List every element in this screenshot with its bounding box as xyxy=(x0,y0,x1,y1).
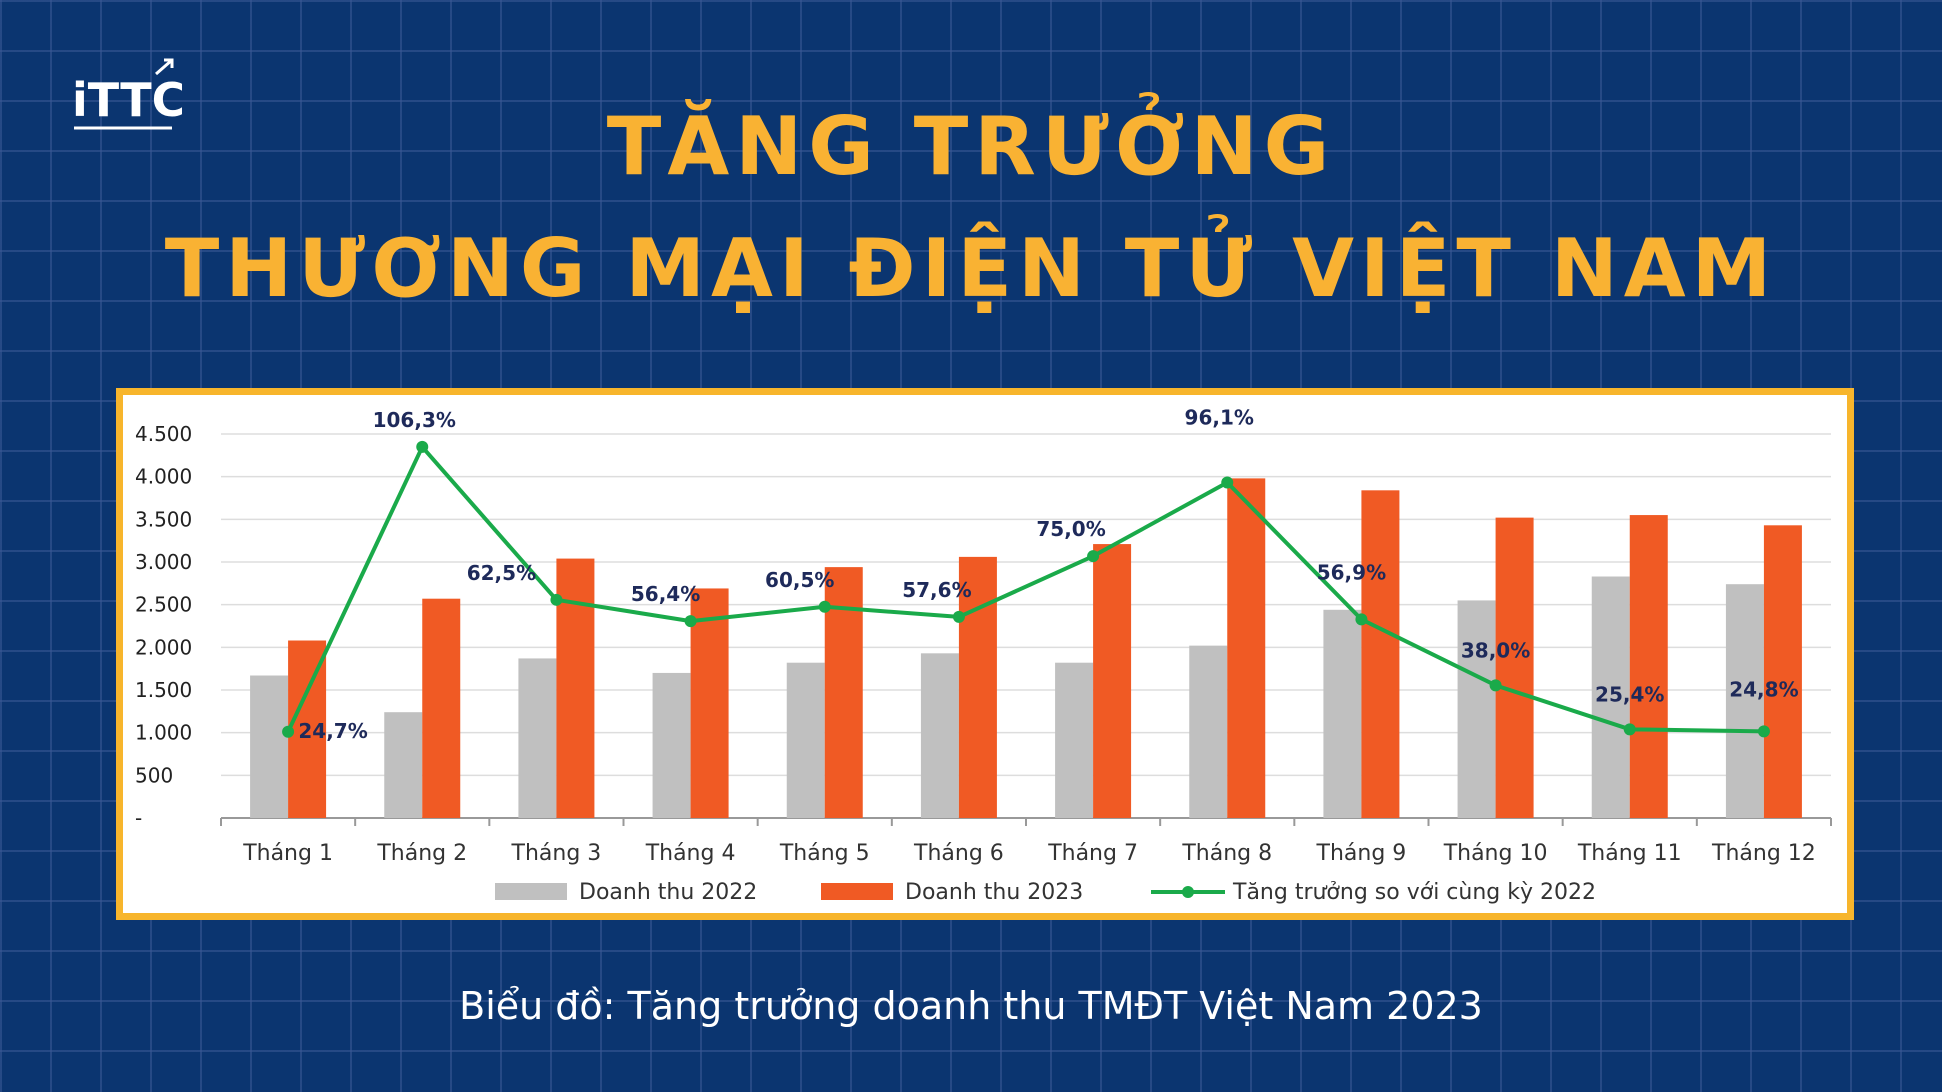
legend-marker-growth xyxy=(1182,886,1194,898)
growth-line xyxy=(286,444,1764,734)
y-tick-label: 500 xyxy=(135,763,173,787)
legend-label-2023: Doanh thu 2023 xyxy=(905,880,1083,905)
y-tick-label: - xyxy=(135,806,142,830)
growth-data-label: 75,0% xyxy=(1036,517,1105,541)
growth-point xyxy=(1623,723,1636,736)
growth-point xyxy=(684,615,697,628)
growth-data-label: 24,8% xyxy=(1729,677,1798,701)
bar-2022 xyxy=(1055,662,1094,818)
x-tick-label: Tháng 12 xyxy=(1711,841,1816,866)
x-tick-label: Tháng 3 xyxy=(511,841,602,866)
chart-caption: Biểu đồ: Tăng trưởng doanh thu TMĐT Việt… xyxy=(459,984,1483,1028)
bar-2023 xyxy=(1763,525,1802,818)
x-tick-label: Tháng 7 xyxy=(1047,841,1138,866)
bar-2023 xyxy=(1361,490,1400,818)
y-tick-label: 3.000 xyxy=(135,550,192,574)
y-tick-label: 2.500 xyxy=(135,593,192,617)
legend-label-2022: Doanh thu 2022 xyxy=(579,880,757,905)
bar-2022 xyxy=(250,675,289,818)
growth-point xyxy=(1757,725,1770,738)
y-tick-label: 4.000 xyxy=(135,465,192,489)
bar-2022 xyxy=(1189,645,1228,818)
x-tick-label: Tháng 2 xyxy=(376,841,467,866)
bar-2023 xyxy=(1227,478,1266,818)
y-tick-label: 1.500 xyxy=(135,678,192,702)
revenue-growth-chart: - 500 1.000 1.500 2.000 2.500 3.000 3.500 4.000 4… xyxy=(135,406,1832,905)
growth-point xyxy=(1221,476,1234,489)
growth-point xyxy=(1355,613,1368,626)
legend-label-growth: Tăng trưởng so với cùng kỳ 2022 xyxy=(1232,880,1596,905)
bar-2023 xyxy=(288,640,327,818)
logo-text: iTTC xyxy=(72,73,182,127)
x-tick-label: Tháng 8 xyxy=(1181,841,1272,866)
growth-data-label: 25,4% xyxy=(1595,682,1664,706)
growth-data-label: 56,4% xyxy=(631,582,700,606)
growth-point xyxy=(952,610,965,623)
x-tick-label: Tháng 5 xyxy=(779,841,870,866)
chart-frame: - 500 1.000 1.500 2.000 2.500 3.000 3.500 4.000 4… xyxy=(116,388,1854,920)
chart-area: - 500 1.000 1.500 2.000 2.500 3.000 3.500 4.000 4… xyxy=(123,395,1847,913)
bar-2023 xyxy=(1495,517,1534,818)
bar-2022 xyxy=(518,658,557,818)
growth-data-label: 57,6% xyxy=(902,578,971,602)
bar-2023 xyxy=(1629,515,1668,818)
bar-2022 xyxy=(1457,600,1496,818)
title-line-2: THƯƠNG MẠI ĐIỆN TỬ VIỆT NAM xyxy=(164,222,1778,315)
growth-data-label: 106,3% xyxy=(373,408,456,432)
growth-data-label: 38,0% xyxy=(1461,638,1530,662)
bar-2023 xyxy=(422,598,461,818)
legend-swatch-2023 xyxy=(821,883,893,900)
growth-data-label: 56,9% xyxy=(1317,560,1386,584)
y-tick-label: 4.500 xyxy=(135,422,192,446)
x-tick-label: Tháng 6 xyxy=(913,841,1004,866)
bar-2022 xyxy=(1725,584,1764,818)
x-tick-label: Tháng 10 xyxy=(1443,841,1548,866)
bar-2022 xyxy=(786,662,825,818)
y-tick-label: 2.000 xyxy=(135,635,192,659)
logo: iTTC xyxy=(72,56,185,136)
growth-point xyxy=(550,593,563,606)
growth-point xyxy=(416,440,429,453)
bar-2023 xyxy=(690,588,729,818)
logo-arrow-icon xyxy=(155,58,174,76)
x-tick-label: Tháng 9 xyxy=(1316,841,1407,866)
growth-data-label: 60,5% xyxy=(765,568,834,592)
growth-data-label: 96,1% xyxy=(1185,406,1254,430)
growth-point xyxy=(818,600,831,613)
bar-2022 xyxy=(384,712,423,818)
growth-point xyxy=(1489,679,1502,692)
bar-2022 xyxy=(920,653,959,818)
bar-2022 xyxy=(1323,609,1362,818)
growth-data-label: 24,7% xyxy=(298,719,367,743)
x-tick-label: Tháng 1 xyxy=(242,841,333,866)
x-tick-label: Tháng 4 xyxy=(645,841,736,866)
y-tick-label: 3.500 xyxy=(135,507,192,531)
bar-2023 xyxy=(556,558,595,818)
growth-point xyxy=(282,725,295,738)
growth-point xyxy=(1087,550,1100,563)
x-tick-label: Tháng 11 xyxy=(1577,841,1682,866)
title-line-1: TĂNG TRƯỞNG xyxy=(606,100,1336,193)
bar-2023 xyxy=(1093,544,1132,818)
legend-swatch-2022 xyxy=(495,883,567,900)
bar-2022 xyxy=(1591,576,1630,818)
bar-2023 xyxy=(824,567,863,818)
y-tick-label: 1.000 xyxy=(135,721,192,745)
bar-2022 xyxy=(652,672,691,818)
growth-data-label: 62,5% xyxy=(467,561,536,585)
